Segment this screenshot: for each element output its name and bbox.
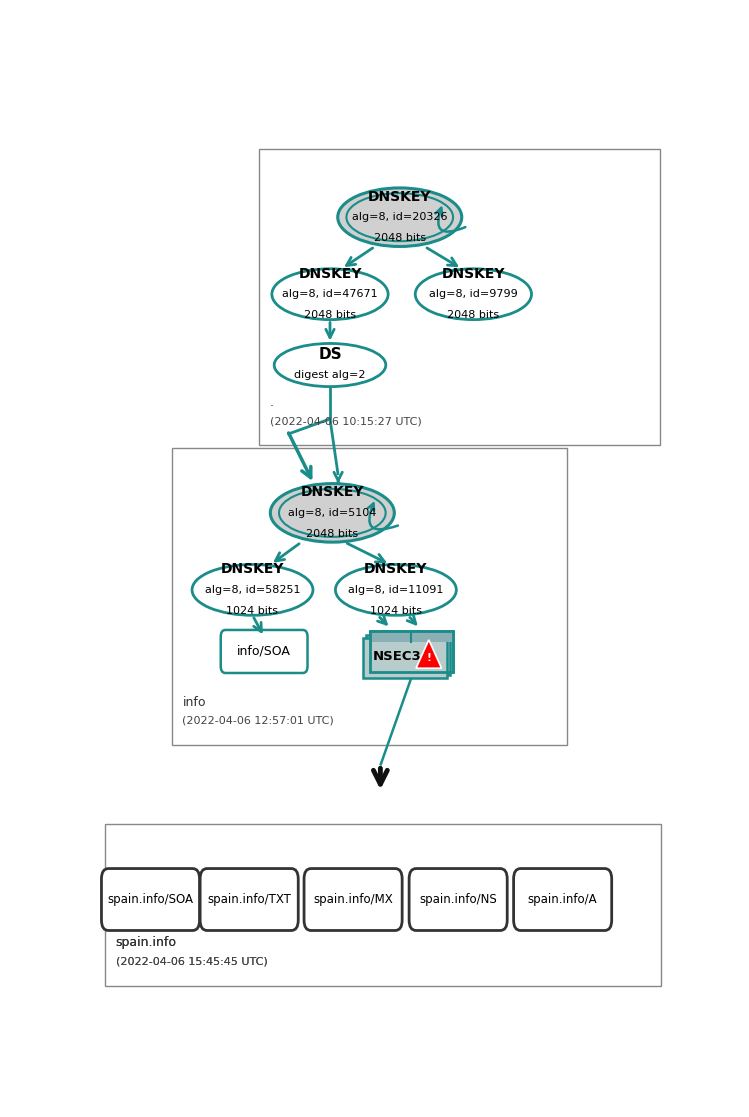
Text: alg=8, id=47671: alg=8, id=47671 <box>282 289 377 299</box>
Text: spain.info: spain.info <box>115 936 177 949</box>
Text: .: . <box>270 397 273 409</box>
FancyBboxPatch shape <box>366 634 450 675</box>
Text: spain.info/A: spain.info/A <box>528 892 598 906</box>
FancyBboxPatch shape <box>259 149 660 446</box>
Text: (2022-04-06 10:15:27 UTC): (2022-04-06 10:15:27 UTC) <box>270 417 421 427</box>
Text: NSEC3: NSEC3 <box>372 650 421 663</box>
Polygon shape <box>416 640 442 668</box>
Text: DS: DS <box>318 347 342 362</box>
Ellipse shape <box>415 269 532 319</box>
Text: alg=8, id=58251: alg=8, id=58251 <box>204 585 300 595</box>
FancyBboxPatch shape <box>105 824 661 985</box>
Text: spain.info/SOA: spain.info/SOA <box>108 892 193 906</box>
FancyBboxPatch shape <box>369 631 453 671</box>
Text: DNSKEY: DNSKEY <box>442 267 505 280</box>
Text: 1024 bits: 1024 bits <box>226 605 279 615</box>
Text: 2048 bits: 2048 bits <box>306 528 358 538</box>
Text: alg=8, id=5104: alg=8, id=5104 <box>288 508 377 518</box>
FancyBboxPatch shape <box>369 631 453 642</box>
Text: (2022-04-06 15:45:45 UTC): (2022-04-06 15:45:45 UTC) <box>115 956 267 966</box>
Ellipse shape <box>338 188 461 247</box>
Text: 2048 bits: 2048 bits <box>304 309 356 319</box>
Text: DNSKEY: DNSKEY <box>300 485 364 499</box>
Text: 2048 bits: 2048 bits <box>447 309 500 319</box>
FancyBboxPatch shape <box>221 630 308 672</box>
Text: 2048 bits: 2048 bits <box>374 232 426 242</box>
FancyBboxPatch shape <box>200 869 298 930</box>
Ellipse shape <box>192 564 313 615</box>
FancyBboxPatch shape <box>409 869 507 930</box>
Text: alg=8, id=9799: alg=8, id=9799 <box>429 289 518 299</box>
Ellipse shape <box>272 269 388 319</box>
Text: spain.info/NS: spain.info/NS <box>419 892 497 906</box>
Text: 1024 bits: 1024 bits <box>370 605 422 615</box>
Text: alg=8, id=20326: alg=8, id=20326 <box>352 212 447 222</box>
FancyBboxPatch shape <box>304 869 402 930</box>
Ellipse shape <box>274 344 386 386</box>
Ellipse shape <box>336 564 456 615</box>
Text: DNSKEY: DNSKEY <box>298 267 362 280</box>
Ellipse shape <box>270 484 394 542</box>
Text: spain.info: spain.info <box>115 936 177 949</box>
Text: DNSKEY: DNSKEY <box>368 190 431 203</box>
FancyBboxPatch shape <box>514 869 612 930</box>
Text: digest alg=2: digest alg=2 <box>294 371 366 381</box>
Text: DNSKEY: DNSKEY <box>364 562 428 576</box>
Text: (2022-04-06 15:45:45 UTC): (2022-04-06 15:45:45 UTC) <box>115 956 267 966</box>
Text: info: info <box>183 696 206 708</box>
Text: DNSKEY: DNSKEY <box>221 562 285 576</box>
Text: alg=8, id=11091: alg=8, id=11091 <box>348 585 443 595</box>
Text: (2022-04-06 12:57:01 UTC): (2022-04-06 12:57:01 UTC) <box>183 716 334 726</box>
FancyBboxPatch shape <box>101 869 199 930</box>
Text: spain.info/MX: spain.info/MX <box>313 892 393 906</box>
Text: spain.info/TXT: spain.info/TXT <box>207 892 291 906</box>
Text: !: ! <box>426 652 431 662</box>
Text: info/SOA: info/SOA <box>237 645 291 658</box>
FancyBboxPatch shape <box>172 448 567 745</box>
FancyBboxPatch shape <box>363 638 447 678</box>
